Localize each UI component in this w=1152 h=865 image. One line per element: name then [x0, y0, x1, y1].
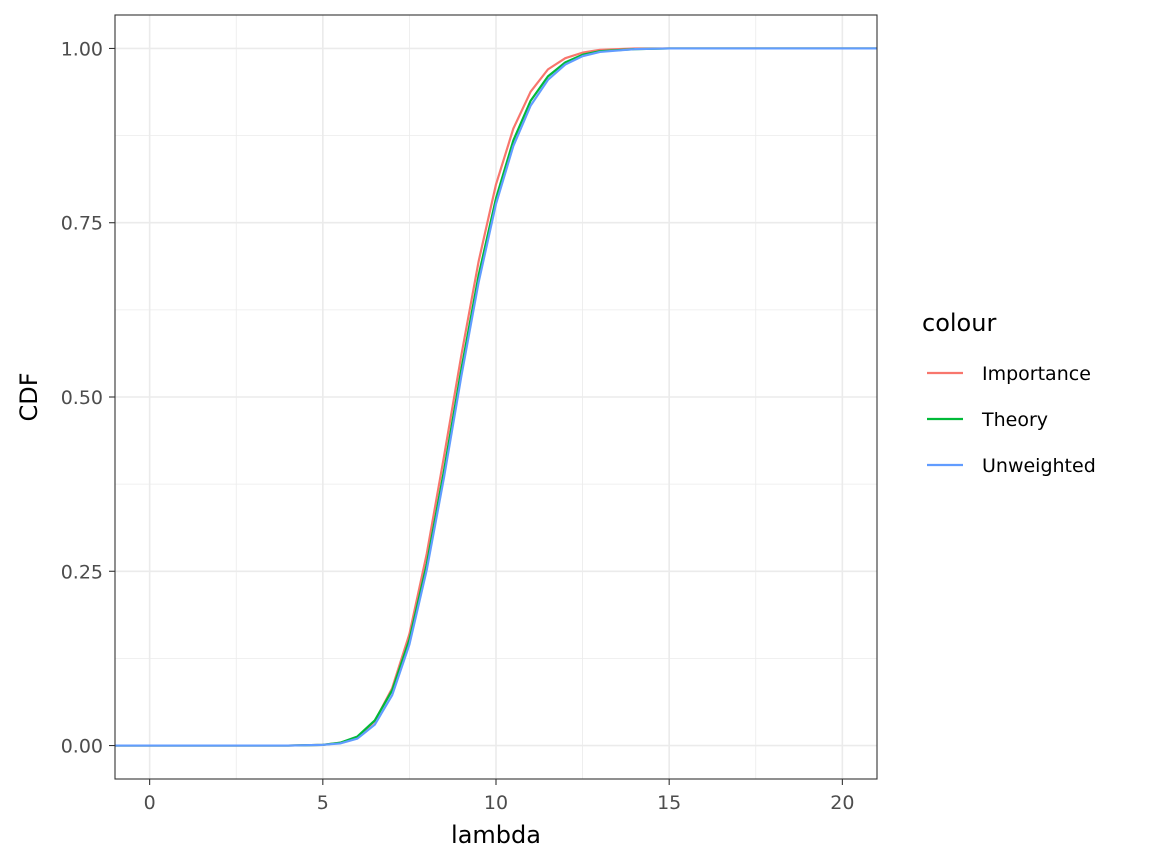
- x-tick-label: 0: [144, 792, 156, 814]
- y-axis: 0.00 0.25 0.50 0.75 1.00: [61, 38, 115, 758]
- y-tick-label: 0.25: [61, 561, 103, 583]
- legend-items: Importance Theory Unweighted: [927, 363, 1096, 477]
- y-tick-label: 0.00: [61, 736, 103, 758]
- x-tick-label: 15: [657, 792, 681, 814]
- series-layer: [115, 47, 877, 747]
- x-tick-label: 10: [484, 792, 508, 814]
- legend-label-unweighted: Unweighted: [982, 455, 1096, 477]
- legend-title: colour: [922, 309, 996, 337]
- y-tick-label: 1.00: [61, 38, 103, 60]
- legend-label-theory: Theory: [981, 409, 1048, 431]
- series-line-unweighted: [115, 47, 877, 747]
- grid-major: [115, 15, 877, 779]
- legend-label-importance: Importance: [982, 363, 1091, 385]
- x-axis-title: lambda: [451, 821, 541, 849]
- y-axis-title: CDF: [15, 372, 43, 421]
- x-tick-label: 5: [317, 792, 329, 814]
- legend: colour Importance Theory Unweighted: [922, 309, 1096, 477]
- y-tick-label: 0.75: [61, 213, 103, 235]
- x-tick-label: 20: [830, 792, 854, 814]
- x-axis: 0 5 10 15 20: [144, 779, 854, 814]
- y-tick-label: 0.50: [61, 387, 103, 409]
